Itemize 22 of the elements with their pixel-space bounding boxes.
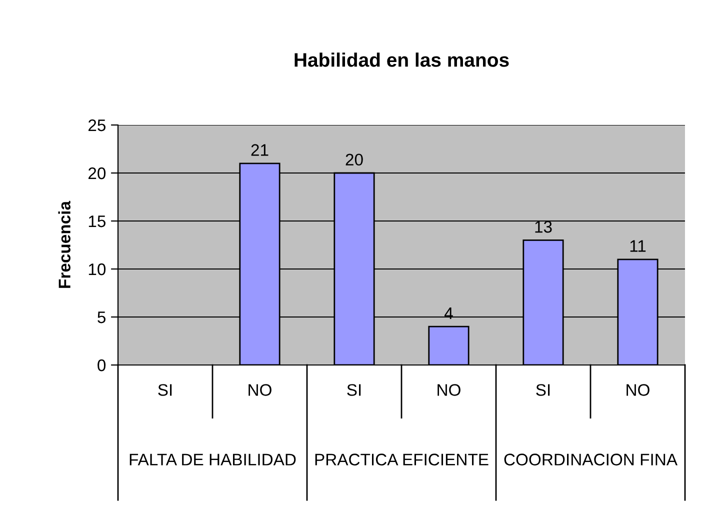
data-label: 13: [535, 220, 552, 233]
y-tick-label: 20: [88, 167, 106, 180]
x-tick-label: NO: [248, 384, 272, 396]
y-axis-title: Frecuencia: [58, 200, 70, 288]
data-label: 21: [251, 144, 268, 156]
data-label: 20: [346, 154, 363, 166]
text: PRACTICA EFICIENTE: [315, 454, 488, 466]
chart-title: Habilidad en las manos: [294, 52, 509, 67]
text: COORDINACION FINA: [504, 454, 678, 466]
x-tick-label: SI: [347, 384, 361, 396]
data-label: 11: [630, 240, 646, 252]
y-tick-label: 0: [98, 359, 106, 372]
x-tick-label: NO: [626, 384, 650, 396]
y-tick-label: 25: [88, 119, 106, 132]
y-tick-label: 5: [98, 312, 106, 324]
y-tick-label: 15: [88, 216, 106, 228]
text: FALTA DE HABILIDAD: [130, 454, 296, 466]
y-tick-label: 10: [88, 263, 106, 276]
x-tick-label: NO: [438, 384, 460, 396]
x-tick-label: SI: [536, 384, 550, 396]
data-label: 4: [444, 308, 453, 319]
x-tick-label: SI: [158, 384, 172, 396]
